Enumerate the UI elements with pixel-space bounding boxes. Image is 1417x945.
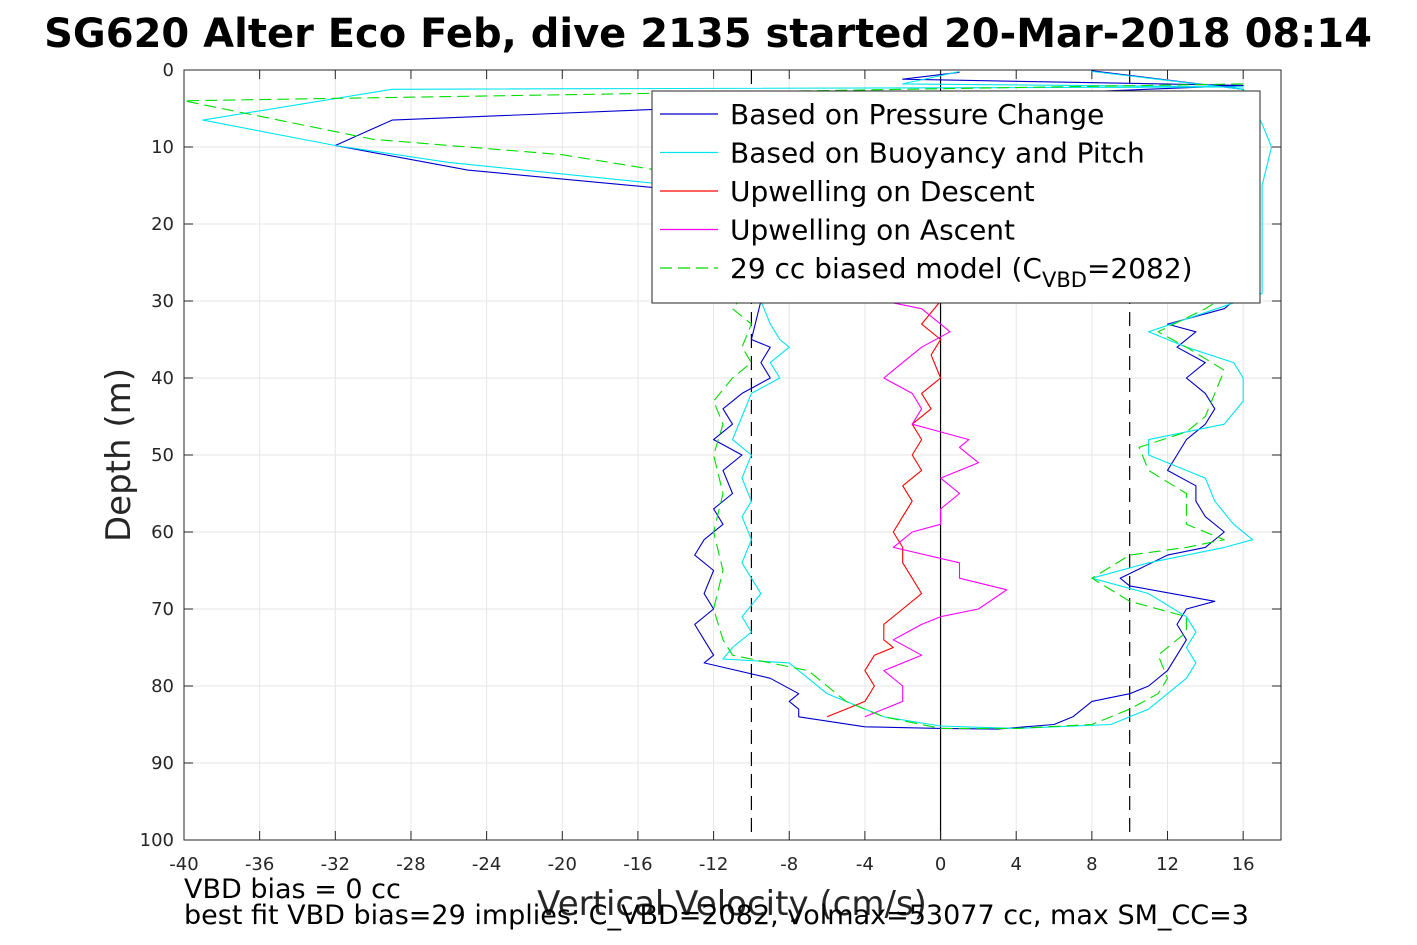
x-tick-label: -32 (321, 854, 350, 875)
x-axis-label: Vertical Velocity (cm/s) (537, 884, 927, 924)
series-line (334, 70, 1254, 730)
x-tick-label: -28 (396, 854, 425, 875)
y-tick-label: 60 (151, 522, 174, 543)
y-tick-label: 70 (151, 599, 174, 620)
x-tick-label: -16 (623, 854, 652, 875)
y-tick-label: 20 (151, 214, 174, 235)
x-tick-label: -20 (548, 854, 577, 875)
x-tick-label: -36 (245, 854, 274, 875)
legend-box (651, 90, 1261, 304)
x-tick-label: -24 (472, 854, 501, 875)
y-tick-label: 100 (140, 830, 174, 851)
y-tick-label: 50 (151, 445, 174, 466)
x-tick-label: -4 (856, 854, 874, 875)
legend-label: 29 cc biased model (CVBD=2082) (730, 252, 1193, 292)
series-line (864, 300, 1008, 718)
y-tick-label: 30 (151, 291, 174, 312)
chart-title: SG620 Alter Eco Feb, dive 2135 started 2… (44, 11, 1372, 57)
best-fit-note: best fit VBD bias=29 implies: C_VBD=2082… (184, 900, 1249, 931)
legend-label: Based on Buoyancy and Pitch (730, 137, 1145, 170)
x-tick-label: 12 (1156, 854, 1179, 875)
x-tick-label: 16 (1232, 854, 1255, 875)
x-tick-label: -8 (780, 854, 798, 875)
vbd-bias-note: VBD bias = 0 cc (184, 874, 401, 905)
legend-label: Upwelling on Ascent (730, 214, 1015, 247)
y-tick-label: 80 (151, 676, 174, 697)
legend-label: Based on Pressure Change (730, 98, 1104, 131)
x-tick-label: 8 (1086, 854, 1097, 875)
y-axis-label: Depth (m) (99, 368, 139, 542)
axis-ticks: -40 -36 -32 -28 -24 -20 -16 -12 -8 -4 0 4 8 12 1601020… (140, 60, 1281, 875)
y-tick-label: 90 (151, 753, 174, 774)
legend: Based on Pressure Change Based on Buoyanc… (651, 90, 1261, 304)
y-tick-label: 40 (151, 368, 174, 389)
x-tick-label: -12 (699, 854, 728, 875)
x-tick-label: 4 (1010, 854, 1021, 875)
legend-label: Upwelling on Descent (730, 175, 1035, 208)
x-tick-label: -40 (169, 854, 198, 875)
y-tick-label: 0 (163, 60, 174, 81)
series-lines (183, 70, 1273, 730)
series-line (826, 300, 942, 718)
x-tick-label: 0 (935, 854, 946, 875)
y-tick-label: 10 (151, 137, 174, 158)
